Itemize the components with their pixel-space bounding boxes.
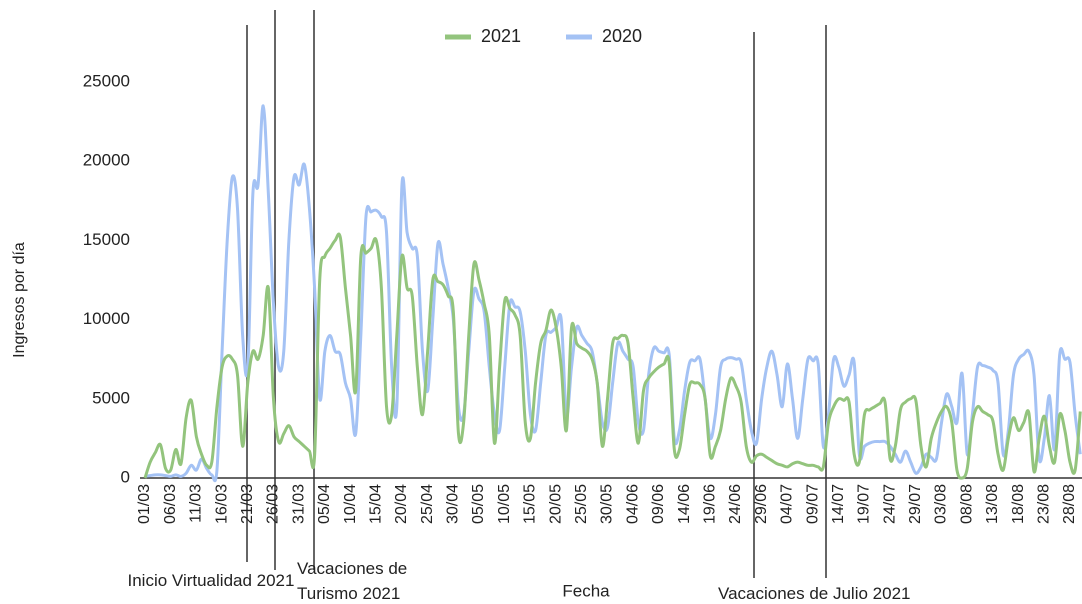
x-tick-label: 06/03	[162, 484, 179, 524]
y-tick-label: 25000	[83, 71, 130, 90]
y-tick-label: 20000	[83, 151, 130, 170]
y-tick-label: 10000	[83, 309, 130, 328]
y-tick-label: 15000	[83, 230, 130, 249]
x-tick-label: 30/04	[445, 484, 462, 524]
x-axis-title: Fecha	[562, 581, 610, 600]
x-tick-label: 04/06	[624, 484, 641, 524]
x-tick-label: 29/07	[907, 484, 924, 524]
x-tick-label: 15/04	[367, 484, 384, 524]
x-tick-label: 31/03	[290, 484, 307, 524]
x-tick-label: 11/03	[188, 484, 205, 523]
x-tick-label: 09/06	[650, 484, 667, 524]
x-tick-label: 16/03	[213, 484, 230, 524]
x-tick-label: 28/08	[1061, 484, 1078, 524]
x-tick-label: 23/08	[1036, 484, 1053, 524]
legend-label: 2020	[602, 26, 642, 46]
x-tick-label: 05/04	[316, 484, 333, 524]
x-tick-label: 13/08	[984, 484, 1001, 524]
x-tick-label: 15/05	[522, 484, 539, 524]
x-tick-label: 18/08	[1010, 484, 1027, 524]
x-tick-label: 24/07	[881, 484, 898, 524]
x-tick-label: 05/05	[470, 484, 487, 524]
x-tick-label: 08/08	[958, 484, 975, 524]
x-tick-label: 25/05	[573, 484, 590, 524]
x-tick-label: 26/03	[265, 484, 282, 524]
annotation: Vacaciones de Turismo 2021	[297, 559, 408, 603]
series-line	[143, 232, 1082, 480]
y-tick-label: 0	[121, 467, 130, 486]
x-tick-label: 10/05	[496, 484, 513, 524]
x-tick-label: 03/08	[933, 484, 950, 524]
x-tick-label: 01/03	[136, 484, 153, 524]
x-tick-label: 10/04	[342, 484, 359, 524]
x-tick-label: 14/06	[676, 484, 693, 524]
x-tick-label: 21/03	[239, 484, 256, 524]
x-tick-label: 19/06	[701, 484, 718, 524]
x-tick-label: 04/07	[779, 484, 796, 524]
x-tick-label: 25/04	[419, 484, 436, 524]
x-tick-label: 29/06	[753, 484, 770, 524]
annotation: Vacaciones de Julio 2021	[718, 584, 911, 603]
x-tick-label: 20/04	[393, 484, 410, 524]
x-tick-label: 14/07	[830, 484, 847, 524]
x-tick-label: 24/06	[727, 484, 744, 524]
x-tick-label: 19/07	[856, 484, 873, 524]
legend-label: 2021	[481, 26, 521, 46]
annotation: Inicio Virtualidad 2021	[127, 571, 295, 590]
series-line	[144, 104, 1082, 483]
y-axis-title: Ingresos por día	[11, 242, 28, 358]
x-tick-label: 30/05	[599, 484, 616, 524]
x-tick-label: 09/07	[804, 484, 821, 524]
x-tick-label: 20/05	[547, 484, 564, 524]
y-tick-label: 5000	[92, 388, 130, 407]
